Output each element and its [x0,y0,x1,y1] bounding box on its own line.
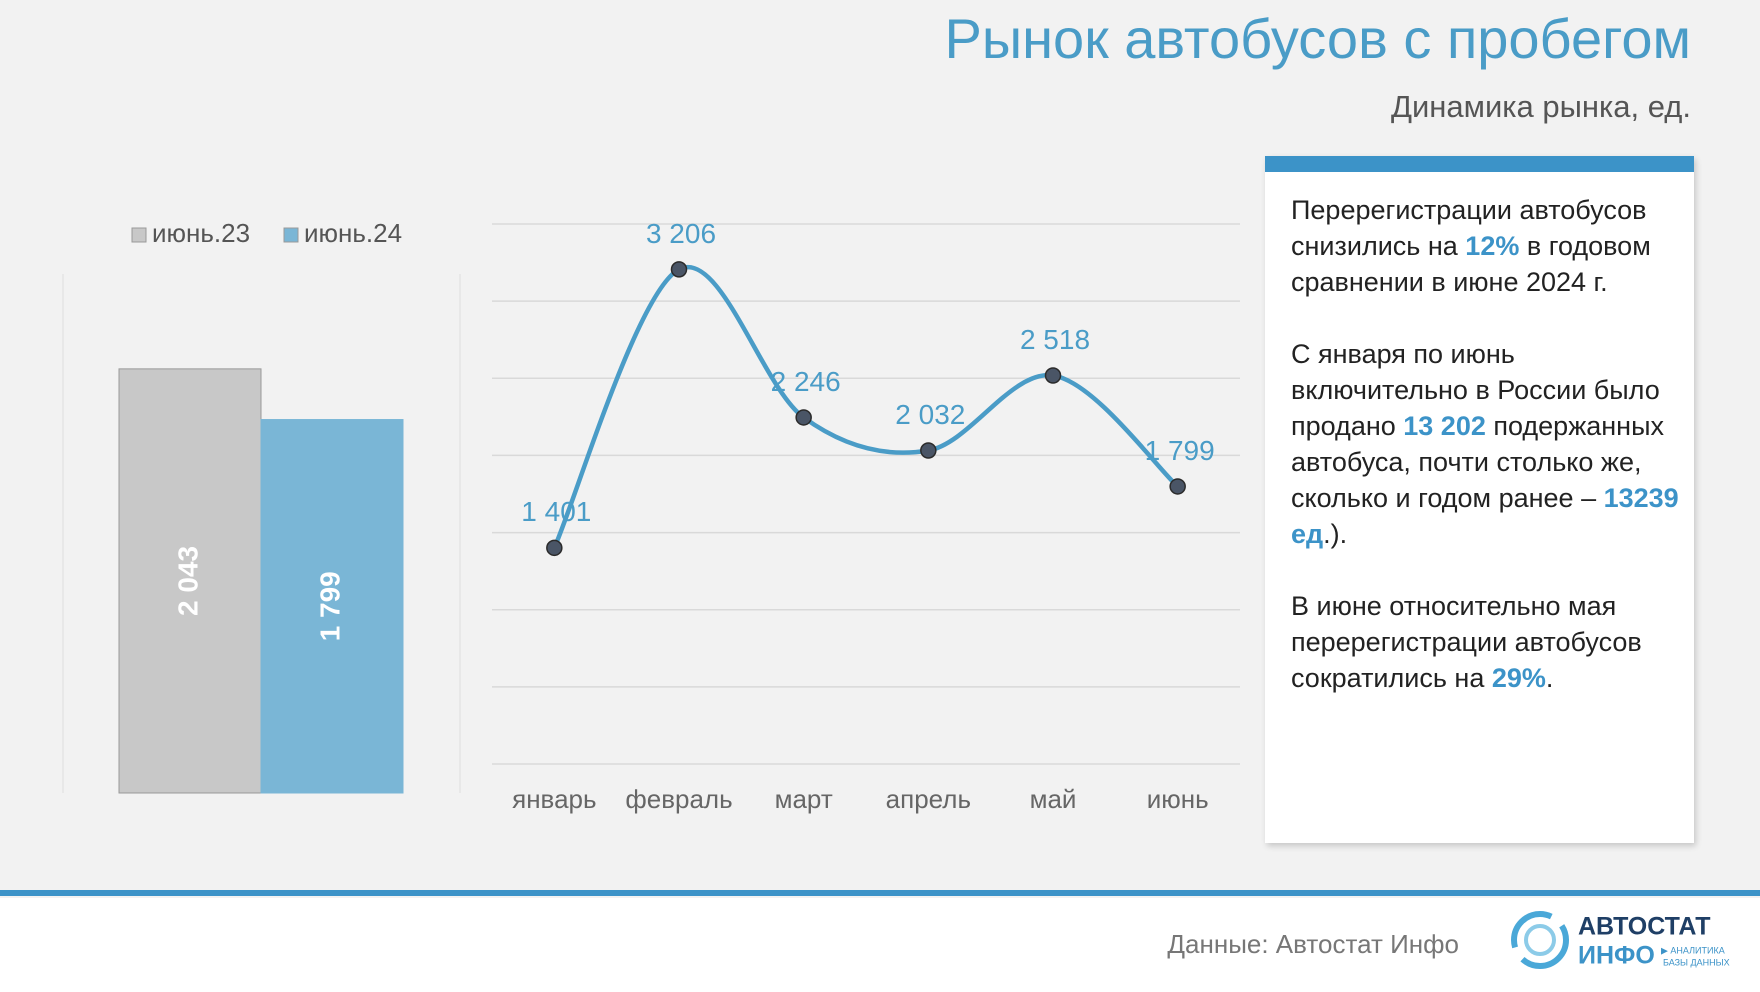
logo-text: ▶ АНАЛИТИКА [1661,945,1725,955]
note-highlight: 13 202 [1403,411,1486,441]
data-label: 2 518 [1020,324,1090,355]
x-tick-label: июнь [1147,784,1209,814]
title: Рынок автобусов с пробегом [945,7,1691,70]
logo-text: ИНФО [1578,942,1655,970]
legend-swatch [131,227,147,243]
note-highlight: 12% [1465,231,1520,261]
note-paragraph: С января по июнь включительно в России б… [1291,336,1680,552]
data-label: 3 206 [646,218,716,249]
data-label: 1 401 [521,496,591,527]
note-text: подержанных автобуса, почти столько же, … [1291,411,1664,513]
note-paragraph: Перерегистрации автобусов снизились на 1… [1291,192,1680,300]
note-text: В июне относительно мая перерегистрации … [1291,591,1642,693]
x-tick-label: март [775,784,833,814]
x-tick-label: апрель [886,784,971,814]
logo-ring [1524,924,1556,956]
x-tick-label: май [1030,784,1077,814]
note-text: в годовом сравнении в июне 2024 г. [1291,231,1651,297]
logo-text: БАЗЫ ДАННЫХ [1663,957,1730,967]
marker [795,409,812,426]
note-text: . [1545,663,1554,693]
data-label: 2 043 [172,546,203,616]
bar [260,419,404,794]
marker [920,442,937,459]
note-highlight: 13239 ед [1291,483,1679,549]
legend-label: июнь.23 [152,218,250,248]
note-text: Перерегистрации автобусов снизились на [1291,195,1647,261]
marker [670,261,688,278]
logo: АВТОСТАТ ИНФО ▶ АНАЛИТИКА БАЗЫ ДАННЫХ [1511,911,1730,970]
line [552,264,1180,549]
x-tick-label: февраль [625,784,732,814]
x-tick-label: январь [512,784,596,814]
marker [546,539,563,557]
logo-ring [1511,911,1569,969]
legend-label: июнь.24 [304,218,402,248]
data-label: 2 032 [895,399,965,430]
marker [1044,367,1062,384]
logo-text: АВТОСТАТ [1578,913,1710,941]
bar [118,368,262,794]
subtitle: Динамика рынка, ед. [1391,89,1691,124]
note-highlight: 29% [1491,663,1546,693]
data-label: 1 799 [1145,435,1215,466]
source: Данные: Автостат Инфо [1167,929,1459,959]
note-box: Перерегистрации автобусов снизились на 1… [1265,156,1694,843]
legend-swatch [283,227,299,243]
data-label: 1 799 [314,571,345,641]
note-text: С января по июнь включительно в России б… [1291,339,1660,441]
footer [0,898,1760,992]
note-paragraph: В июне относительно мая перерегистрации … [1291,588,1680,696]
marker [1169,478,1186,495]
data-label: 2 246 [771,366,841,397]
footer-line [0,890,1760,896]
note-text: .). [1323,519,1348,549]
